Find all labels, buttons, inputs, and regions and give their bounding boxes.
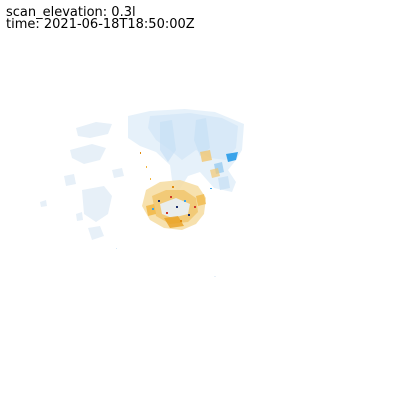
velocity-speckles <box>116 152 216 277</box>
western-clutter <box>40 122 124 240</box>
inbound-echo-region <box>128 109 244 192</box>
scan-elevation-label: scan_elevation: 0.3l <box>6 5 136 20</box>
scan-time-label: time: 2021-06-18T18:50:00Z <box>6 17 195 32</box>
